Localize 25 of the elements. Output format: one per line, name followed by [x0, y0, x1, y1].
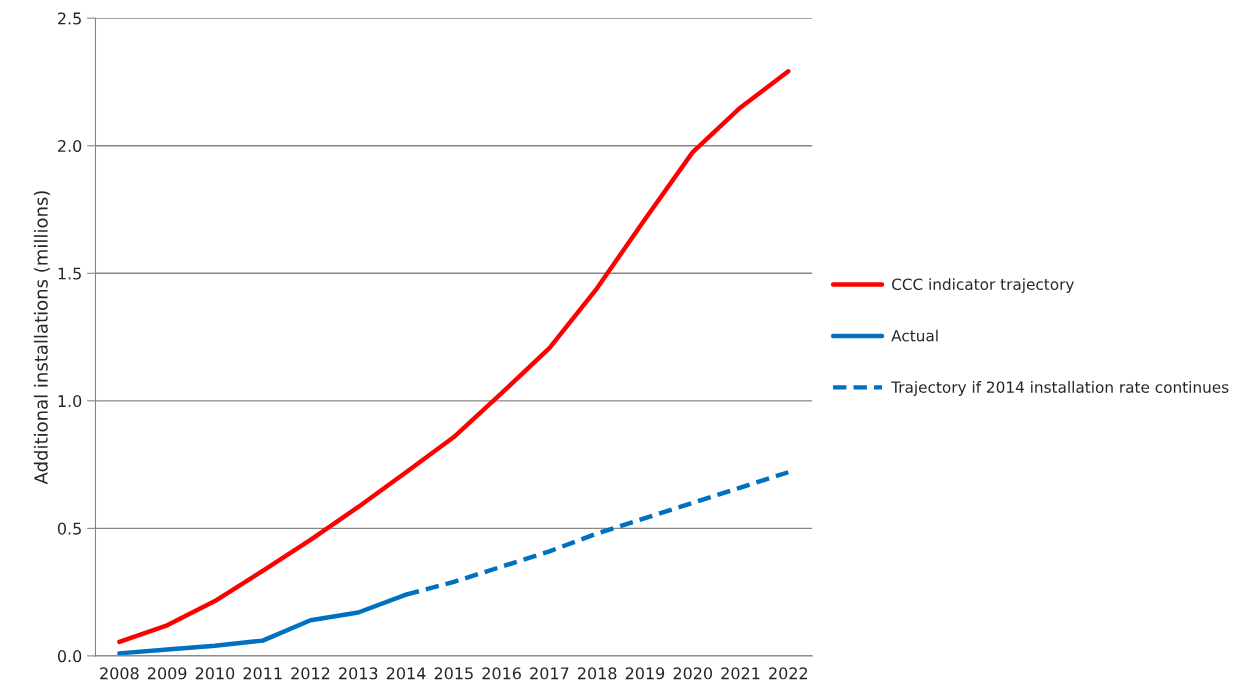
y-tick-label: 2.5: [58, 12, 81, 25]
x-tick-label: 2019: [625, 667, 665, 680]
x-tick-label: 2014: [386, 667, 426, 680]
y-tick-label: 0.0: [57, 650, 82, 663]
x-tick-label: 2015: [434, 667, 473, 680]
x-tick-label: 2022: [769, 667, 808, 680]
x-tick-label: 2010: [195, 667, 235, 680]
x-tick-label: 2020: [673, 667, 713, 680]
x-tick-label: 2017: [530, 667, 569, 680]
x-tick-label: 2011: [243, 667, 282, 680]
x-tick-label: 2012: [291, 667, 330, 680]
x-tick-label: 2008: [100, 667, 139, 680]
y-tick-label: 1.0: [58, 395, 82, 408]
x-tick-label: 2018: [578, 667, 617, 680]
legend-label: Actual: [891, 329, 938, 342]
x-tick-label: 2009: [148, 667, 187, 680]
y-tick-label: 2.0: [58, 139, 82, 153]
legend-label: Trajectory if 2014 installation rate continues: [891, 381, 1229, 396]
y-axis-title: Additional installations (millions): [33, 191, 50, 485]
y-tick-label: 1.5: [58, 267, 81, 280]
x-tick-label: 2021: [721, 667, 760, 680]
y-tick-label: 0.5: [57, 522, 81, 535]
x-tick-label: 2016: [482, 667, 521, 680]
x-tick-label: 2013: [339, 667, 378, 680]
legend-label: CCC indicator trajectory: [892, 278, 1075, 293]
